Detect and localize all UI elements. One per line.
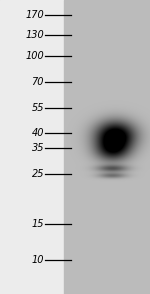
Text: 15: 15 — [32, 219, 44, 229]
Bar — [0, 0, 64, 294]
Text: 55: 55 — [32, 103, 44, 113]
Text: 10: 10 — [32, 255, 44, 265]
Text: 25: 25 — [32, 169, 44, 179]
Text: 170: 170 — [25, 10, 44, 20]
Text: 70: 70 — [32, 77, 44, 87]
Text: 130: 130 — [25, 30, 44, 40]
Text: 40: 40 — [32, 128, 44, 138]
Text: 100: 100 — [25, 51, 44, 61]
Text: 35: 35 — [32, 143, 44, 153]
Bar — [64, 0, 150, 294]
